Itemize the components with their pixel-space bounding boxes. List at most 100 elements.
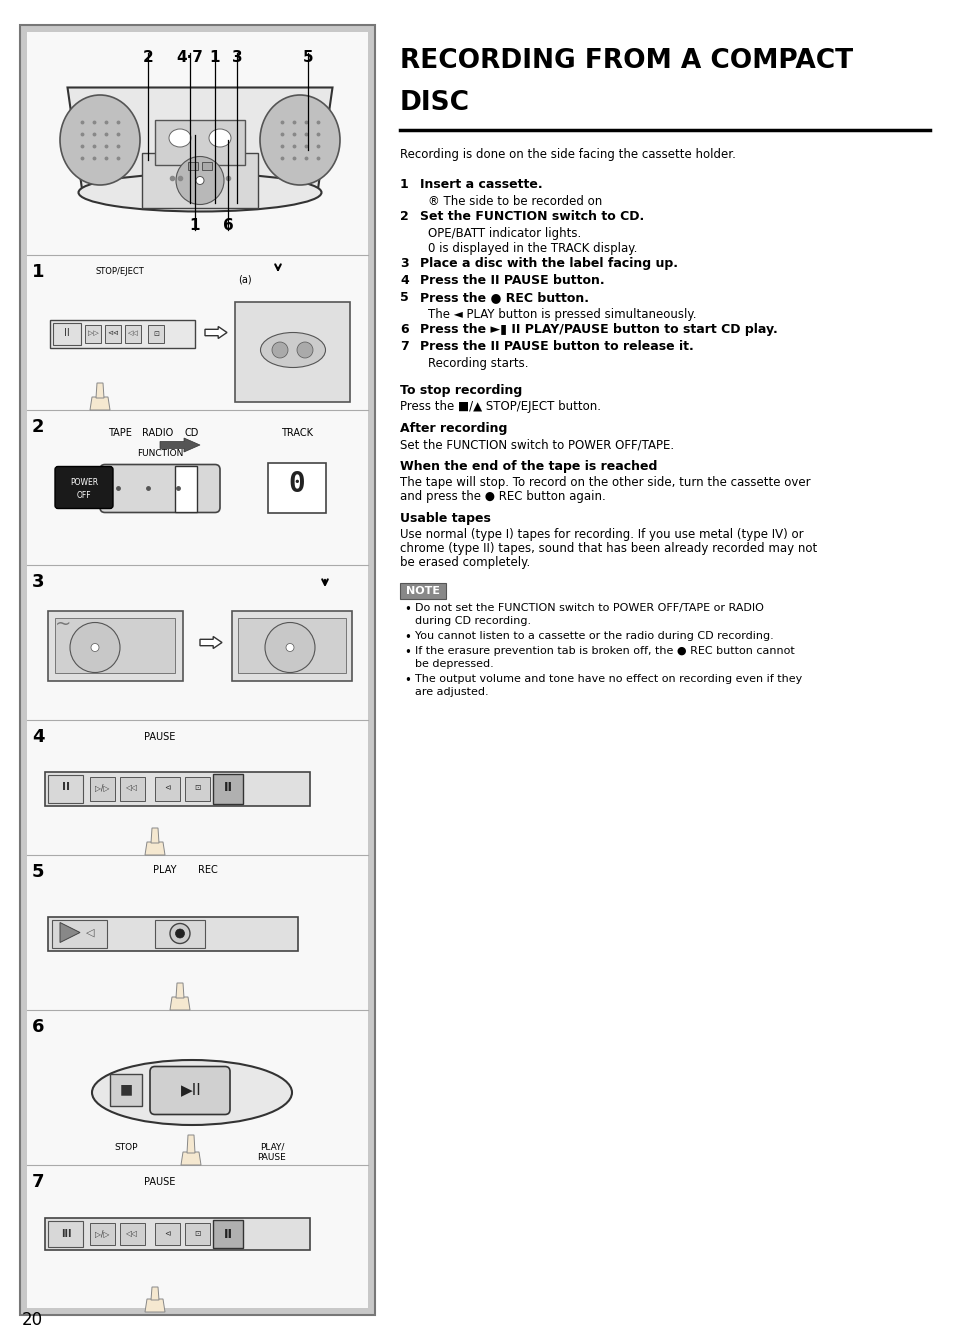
Text: ▶II: ▶II	[180, 1082, 201, 1097]
Text: Press the II PAUSE button to release it.: Press the II PAUSE button to release it.	[419, 340, 693, 353]
Text: ⊡: ⊡	[152, 330, 159, 337]
Text: ▷▷: ▷▷	[88, 330, 98, 337]
Circle shape	[91, 643, 99, 651]
FancyBboxPatch shape	[55, 466, 112, 509]
Text: are adjusted.: are adjusted.	[415, 688, 488, 697]
Text: ◁◁: ◁◁	[126, 1229, 138, 1238]
Text: 2: 2	[399, 210, 408, 223]
Text: Use normal (type I) tapes for recording. If you use metal (type IV) or: Use normal (type I) tapes for recording.…	[399, 528, 802, 541]
Text: If the erasure prevention tab is broken off, the ● REC button cannot: If the erasure prevention tab is broken …	[415, 646, 794, 655]
Text: 0 is displayed in the TRACK display.: 0 is displayed in the TRACK display.	[428, 242, 637, 255]
Text: PAUSE: PAUSE	[257, 1152, 286, 1162]
Text: STOP: STOP	[114, 1143, 137, 1151]
Bar	[85, 325, 101, 342]
Polygon shape	[96, 383, 104, 398]
Bar	[174, 466, 196, 512]
Text: 6: 6	[399, 324, 408, 336]
Text: ▷/▷: ▷/▷	[94, 1229, 109, 1238]
Text: II: II	[64, 328, 70, 337]
Text: II: II	[62, 783, 70, 792]
Polygon shape	[68, 87, 333, 192]
Circle shape	[265, 623, 314, 673]
Text: PLAY: PLAY	[153, 865, 176, 876]
Ellipse shape	[91, 1060, 292, 1125]
Text: 4: 4	[32, 728, 45, 745]
Text: 20: 20	[22, 1311, 43, 1330]
Bar	[154, 776, 180, 800]
Bar	[48, 775, 83, 803]
Bar	[234, 302, 350, 402]
Bar	[45, 1218, 310, 1250]
Text: REC: REC	[198, 865, 217, 876]
Bar	[154, 1223, 180, 1245]
Circle shape	[195, 176, 204, 184]
Text: (a): (a)	[237, 275, 252, 285]
Text: Press the ● REC button.: Press the ● REC button.	[419, 291, 588, 304]
Text: PAUSE: PAUSE	[144, 1176, 175, 1187]
Text: To stop recording: To stop recording	[399, 384, 521, 398]
Bar	[27, 32, 368, 1308]
Text: II: II	[223, 1228, 233, 1241]
Text: Place a disc with the label facing up.: Place a disc with the label facing up.	[419, 257, 678, 270]
Circle shape	[170, 924, 190, 944]
Bar	[90, 1223, 115, 1245]
Text: Recording is done on the side facing the cassette holder.: Recording is done on the side facing the…	[399, 148, 735, 161]
Bar	[90, 776, 115, 800]
Text: •: •	[403, 603, 411, 616]
Bar	[237, 618, 346, 673]
Bar	[202, 163, 212, 171]
Text: Press the ►▮ II PLAY/PAUSE button to start CD play.: Press the ►▮ II PLAY/PAUSE button to sta…	[419, 324, 777, 336]
Text: 1: 1	[210, 50, 220, 64]
Text: •: •	[403, 631, 411, 645]
Text: 3: 3	[232, 50, 242, 64]
Circle shape	[175, 157, 224, 204]
Polygon shape	[151, 1287, 159, 1300]
Polygon shape	[145, 842, 165, 855]
Text: Usable tapes: Usable tapes	[399, 512, 491, 525]
Text: ⊡: ⊡	[193, 783, 200, 792]
Circle shape	[286, 643, 294, 651]
Text: OFF: OFF	[76, 492, 91, 500]
Text: 5: 5	[302, 50, 313, 64]
Bar	[154, 920, 205, 948]
FancyBboxPatch shape	[100, 465, 220, 513]
Text: 5: 5	[32, 864, 45, 881]
Bar	[48, 611, 183, 681]
Text: 1: 1	[32, 263, 45, 281]
Text: 7: 7	[399, 340, 408, 353]
Text: •: •	[403, 674, 411, 688]
Text: Recording starts.: Recording starts.	[428, 357, 528, 371]
Bar	[185, 1223, 210, 1245]
Text: TAPE: TAPE	[108, 428, 132, 438]
Text: RADIO: RADIO	[142, 428, 173, 438]
Polygon shape	[181, 1152, 201, 1164]
Text: Press the II PAUSE button.: Press the II PAUSE button.	[419, 274, 604, 287]
Text: 0: 0	[289, 470, 305, 498]
Bar	[110, 1073, 142, 1105]
Text: ▷/▷: ▷/▷	[94, 783, 109, 792]
Text: You cannot listen to a cassette or the radio during CD recording.: You cannot listen to a cassette or the r…	[415, 631, 773, 641]
Bar	[142, 153, 257, 208]
Bar	[125, 325, 141, 342]
Text: Press the ■/▲ STOP/EJECT button.: Press the ■/▲ STOP/EJECT button.	[399, 400, 600, 414]
Circle shape	[272, 342, 288, 359]
Text: ⊲⊲: ⊲⊲	[107, 330, 119, 337]
Polygon shape	[90, 398, 110, 410]
Bar	[185, 776, 210, 800]
Text: 6: 6	[32, 1018, 45, 1035]
Text: When the end of the tape is reached: When the end of the tape is reached	[399, 461, 657, 473]
Text: 4: 4	[399, 274, 408, 287]
Text: ◁◁: ◁◁	[128, 330, 138, 337]
Text: Set the FUNCTION switch to POWER OFF/TAPE.: Set the FUNCTION switch to POWER OFF/TAP…	[399, 438, 674, 451]
Polygon shape	[200, 637, 222, 649]
Text: 2: 2	[32, 418, 45, 436]
Text: NOTE: NOTE	[406, 586, 439, 596]
Ellipse shape	[260, 333, 325, 368]
Text: OPE/BATT indicator lights.: OPE/BATT indicator lights.	[428, 227, 580, 240]
Text: ® The side to be recorded on: ® The side to be recorded on	[428, 195, 601, 208]
Polygon shape	[160, 438, 200, 453]
Text: 1: 1	[399, 179, 408, 191]
Bar	[120, 776, 145, 800]
Text: CD: CD	[185, 428, 199, 438]
Bar	[188, 163, 198, 171]
